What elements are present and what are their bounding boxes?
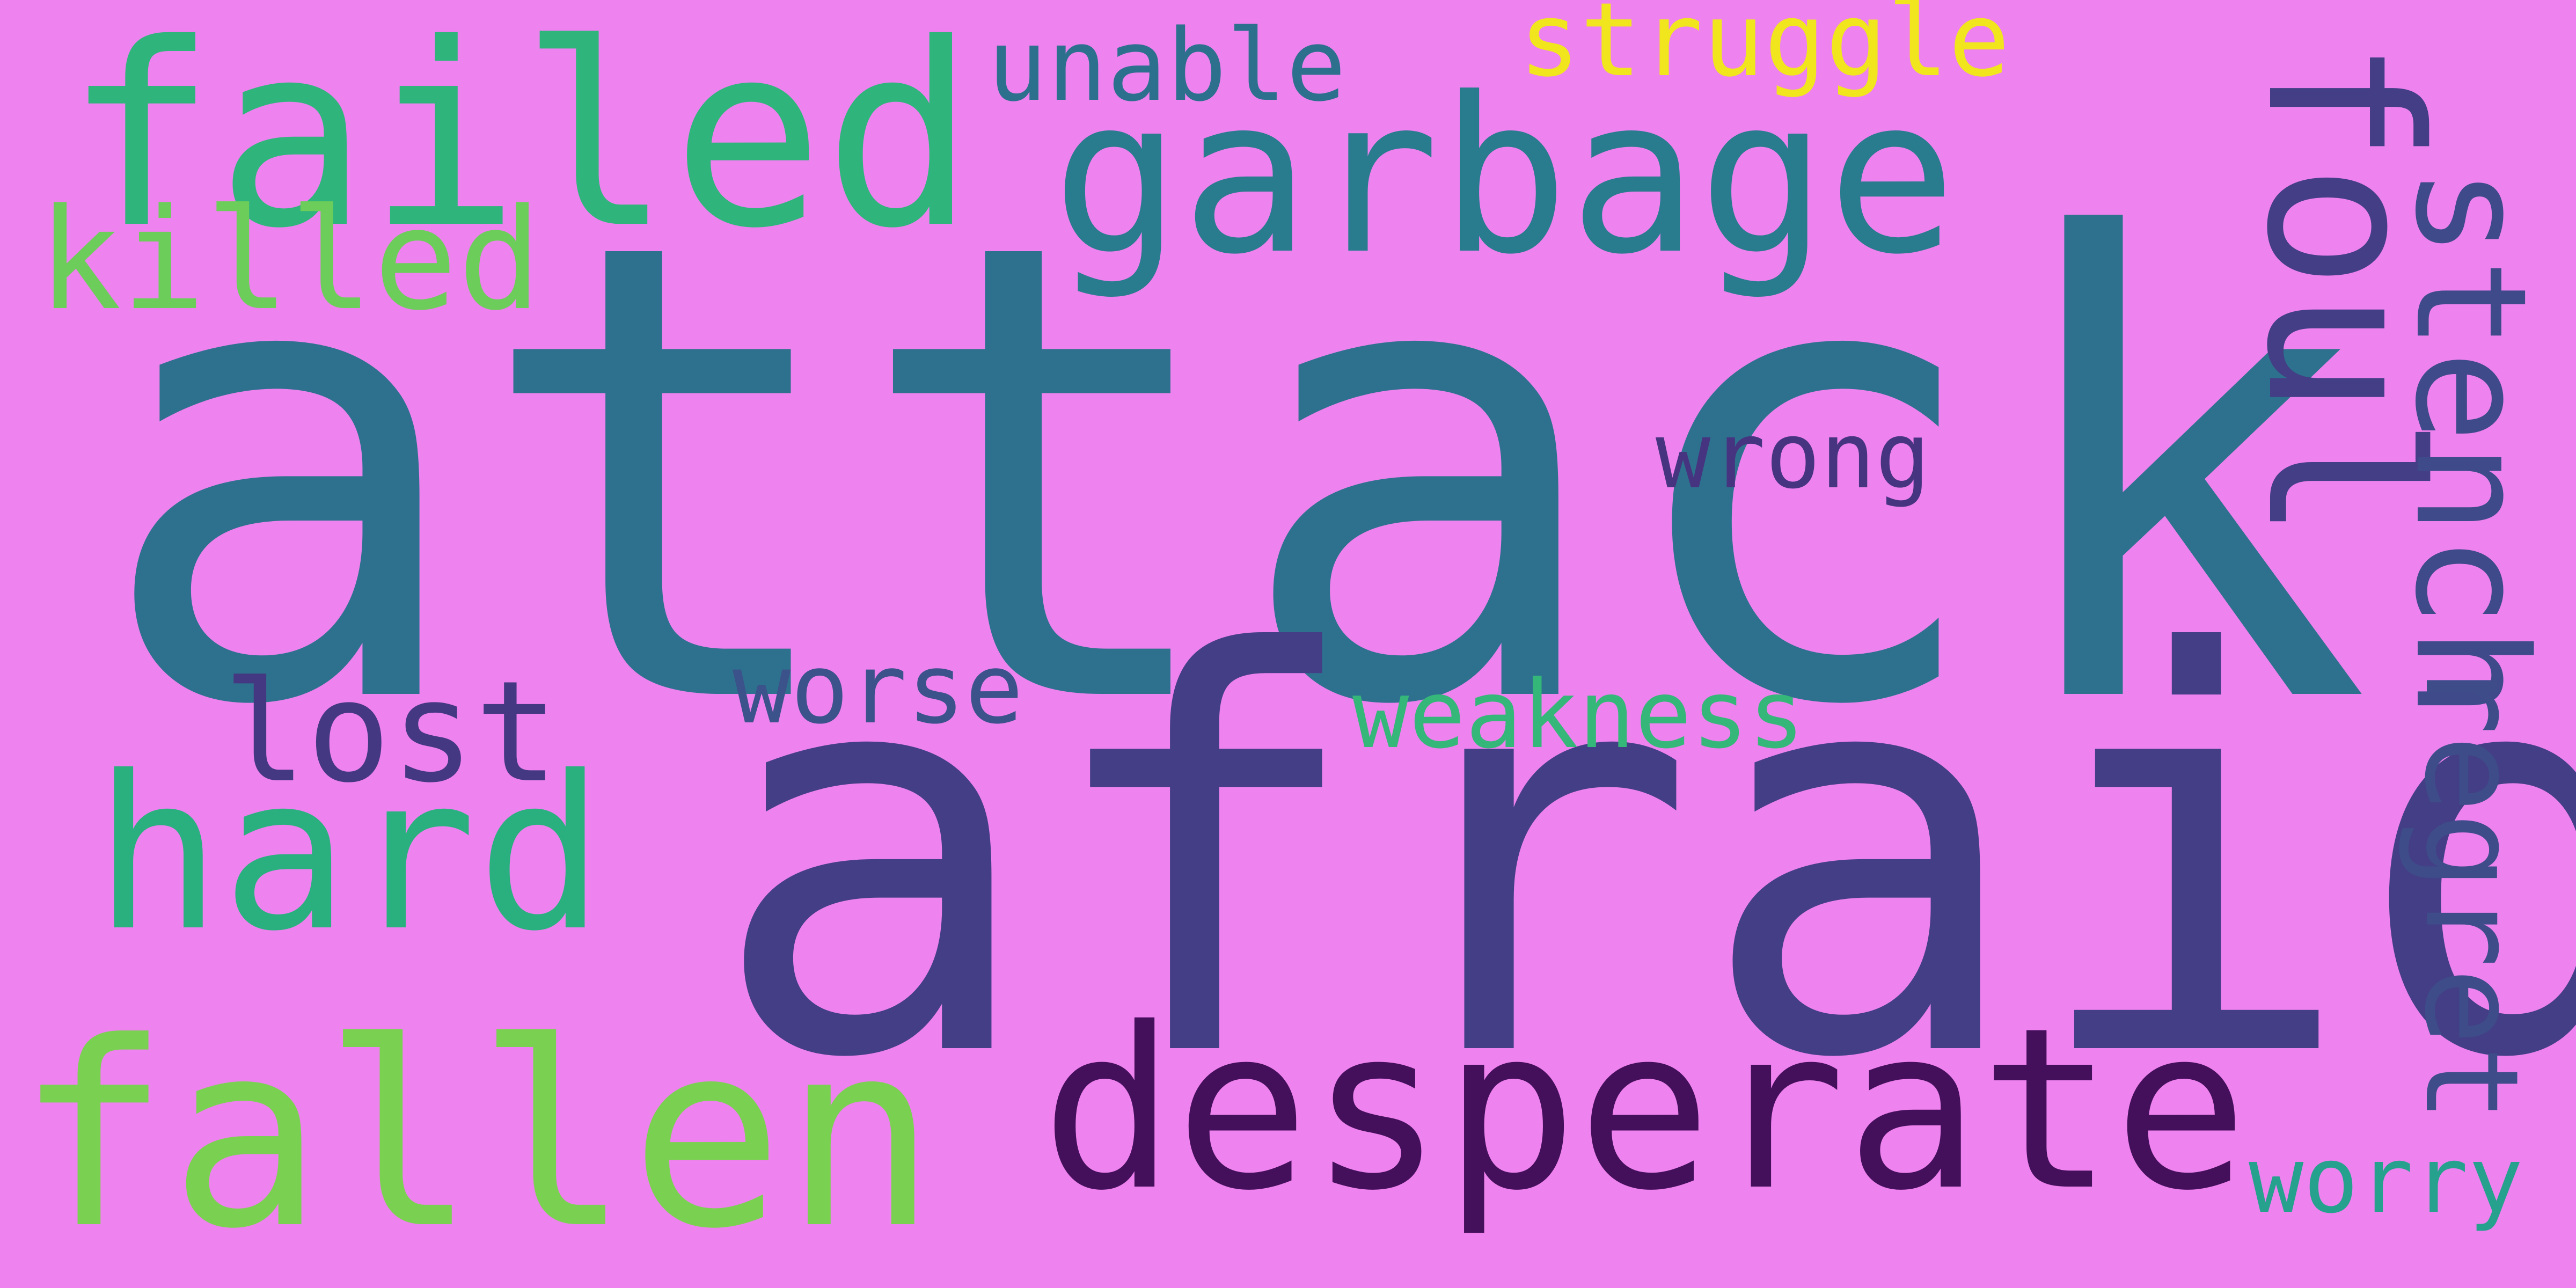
word-stench: stench [2381, 166, 2559, 719]
word-weakness: weakness [1352, 661, 1805, 770]
word-hard: hard [94, 731, 605, 978]
word-fallen: fallen [16, 988, 937, 1285]
word-wrong: wrong [1656, 403, 1930, 509]
word-worry: worry [2249, 1128, 2523, 1234]
word-killed: killed [38, 179, 542, 341]
word-worse: worse [733, 633, 1023, 745]
word-afraid: afraid [708, 540, 2576, 1177]
word-lost: lost [223, 652, 559, 814]
word-struggle: struggle [1519, 0, 2010, 99]
word-regret: regret [2396, 657, 2546, 1123]
word-garbage: garbage [1052, 52, 1957, 302]
word-unable: unable [987, 8, 1346, 123]
word-failed: failed [64, 0, 976, 283]
word-attack: attack [93, 109, 2372, 843]
word-desperate: desperate [1041, 980, 2248, 1239]
